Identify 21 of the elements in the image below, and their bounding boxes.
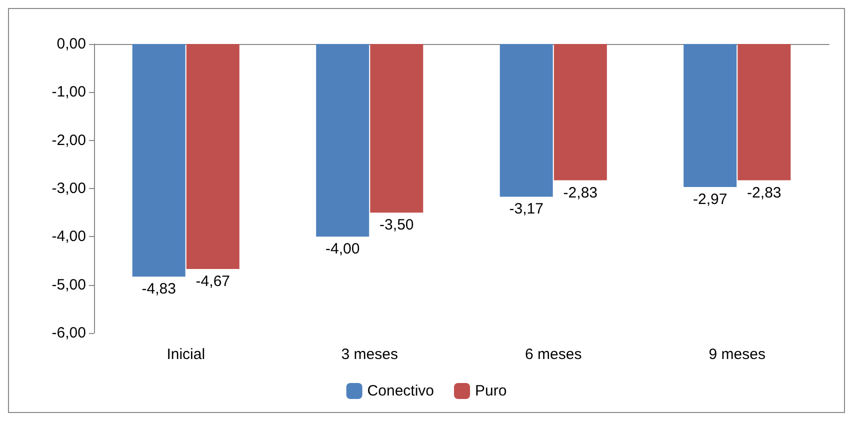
data-label: -3,17 [509,200,544,218]
data-label: -4,83 [142,280,176,298]
data-label: -3,50 [380,216,414,234]
data-label: -4,00 [325,240,360,258]
y-tick-label: -5,00 [52,276,86,294]
x-tick-label: 6 meses [525,346,582,363]
data-label: -2,97 [692,191,728,208]
data-label: -2,83 [747,184,782,202]
y-tick-label: -1,00 [52,84,86,101]
data-label: -2,83 [563,184,598,202]
y-tick-label: -3,00 [52,180,86,197]
x-tick-label: Inicial [166,346,206,363]
x-tick-label: 9 meses [708,346,766,363]
y-tick-label: 0,00 [56,36,86,52]
y-tick-label: -6,00 [52,324,86,342]
legend-label: Puro [475,382,507,400]
y-tick-label: -2,00 [52,132,86,149]
y-tick-label: -4,00 [52,228,86,246]
legend-label: Conectivo [367,382,434,400]
data-label: -4,67 [196,272,230,290]
x-tick-label: 3 meses [341,346,398,363]
